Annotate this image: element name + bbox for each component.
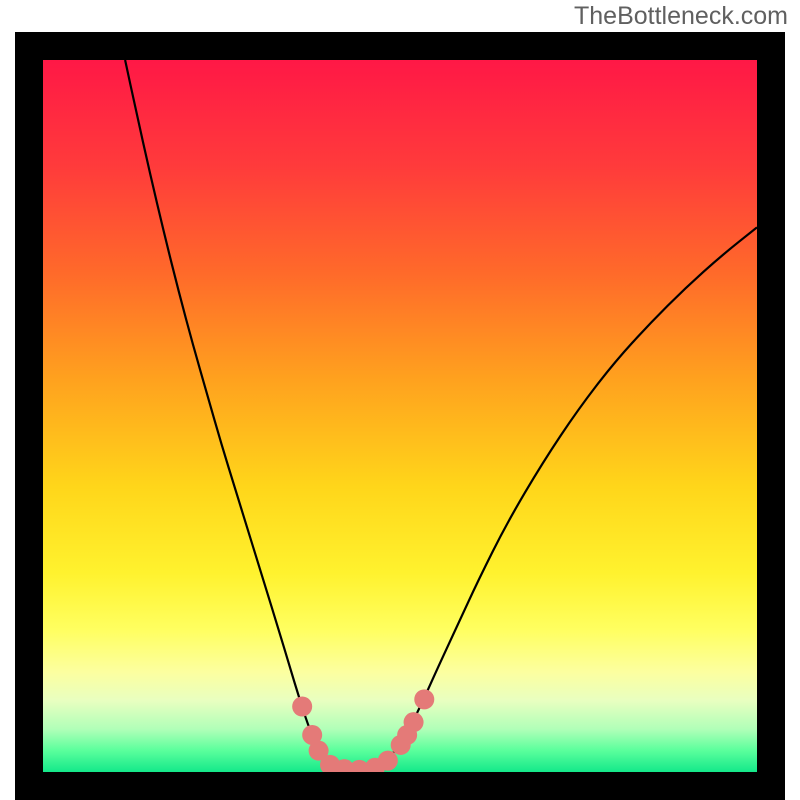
- curve-marker: [292, 697, 312, 717]
- curve-marker: [404, 712, 424, 732]
- bottleneck-curve: [125, 60, 757, 772]
- chart-container: TheBottleneck.com: [0, 0, 800, 800]
- curve-marker: [414, 689, 434, 709]
- plot-svg: [0, 0, 800, 800]
- curve-marker: [378, 751, 398, 771]
